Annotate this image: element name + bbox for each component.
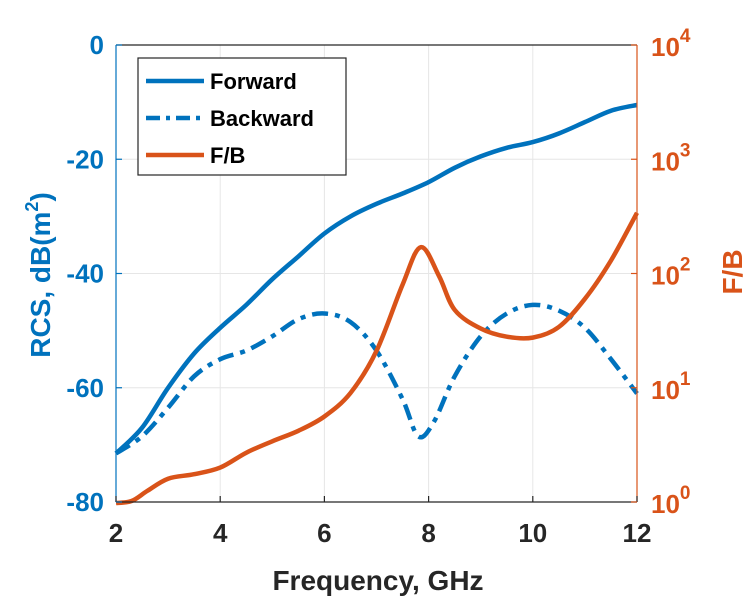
x-tick-label-2: 6 [317, 518, 331, 548]
series-line-f-b [115, 211, 639, 506]
y-right-tick-label-1: 101 [651, 369, 691, 405]
x-axis-title: Frequency, GHz [272, 565, 483, 596]
x-tick-label-5: 12 [623, 518, 652, 548]
legend-label-fb: F/B [210, 143, 245, 168]
y-right-tick-label-base-0: 10 [651, 489, 680, 519]
y-right-tick-label-exp-1: 1 [680, 369, 691, 390]
x-tick-label-0: 2 [109, 518, 123, 548]
x-tick-label-1: 4 [213, 518, 228, 548]
y-right-tick-label-base-3: 10 [651, 146, 680, 176]
y-right-tick-label-exp-2: 2 [680, 255, 691, 276]
y-right-tick-label-exp-0: 0 [680, 483, 691, 504]
y-right-axis-title: F/B [717, 249, 748, 294]
y-left-axis-title-sup: 2 [22, 202, 42, 212]
legend-label-forward: Forward [210, 69, 297, 94]
legend: Forward Backward F/B [137, 57, 347, 176]
y-left-axis-title-base: RCS, dB(m [25, 212, 56, 358]
y-left-tick-label-1: -60 [66, 373, 104, 403]
y-left-tick-label-4: 0 [90, 30, 104, 60]
series-layer [114, 102, 639, 506]
y-left-tick-label-0: -80 [66, 487, 104, 517]
y-left-axis-title: RCS, dB(m2) [22, 192, 56, 358]
y-left-axis-title-end: ) [25, 192, 56, 201]
y-right-tick-label-base-4: 10 [651, 32, 680, 62]
legend-label-backward: Backward [210, 106, 314, 131]
x-tick-label-4: 10 [518, 518, 547, 548]
y-right-tick-label-base-1: 10 [651, 375, 680, 405]
y-right-tick-label-exp-4: 4 [680, 26, 691, 47]
y-right-tick-label-exp-3: 3 [680, 140, 691, 161]
y-right-tick-label-4: 104 [651, 26, 691, 62]
y-right-tick-label-3: 103 [651, 140, 691, 176]
series-line-forward [114, 102, 638, 456]
y-right-tick-label-base-2: 10 [651, 261, 680, 291]
y-left-tick-label-3: -20 [66, 144, 104, 174]
series-line-backward [114, 302, 639, 456]
y-left-tick-label-2: -40 [66, 259, 104, 289]
x-tick-label-3: 8 [421, 518, 435, 548]
y-right-tick-label-2: 102 [651, 255, 691, 291]
y-right-tick-label-0: 100 [651, 483, 691, 519]
